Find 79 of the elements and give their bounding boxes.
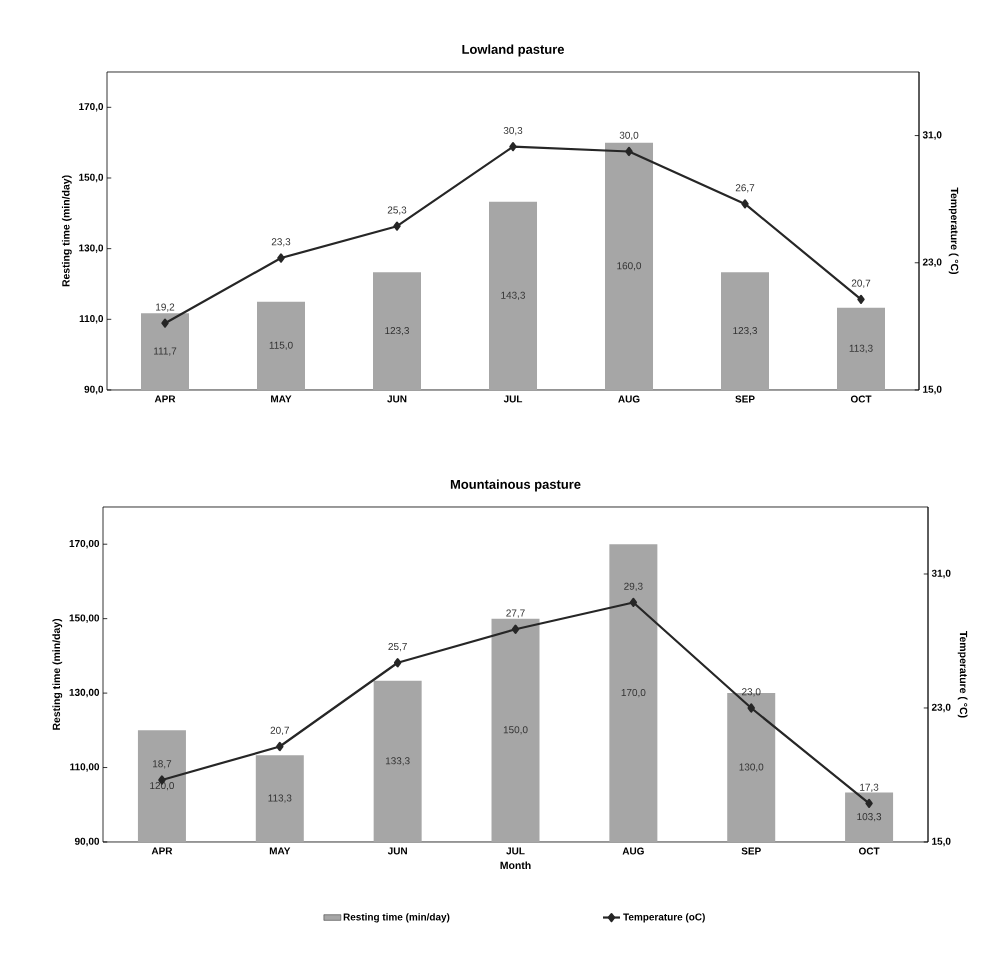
- x-axis-title: Month: [500, 861, 531, 870]
- x-tick-label: JUN: [387, 847, 407, 855]
- x-tick-label: JUL: [506, 847, 525, 855]
- x-tick-label: SEP: [741, 847, 761, 855]
- point: [511, 624, 520, 634]
- y2-tick-label: 31,0: [931, 569, 951, 579]
- y2-tick-label: 15,0: [932, 837, 951, 847]
- x-tick-label: APR: [154, 395, 176, 403]
- y-axis-title: Resting time (min/day): [61, 175, 72, 287]
- y-tick-label: 130,0: [79, 244, 104, 253]
- y2-axis-title: Temperature ( °C): [957, 631, 968, 718]
- data-label: 113,3: [268, 794, 292, 803]
- x-tick-label: AUG: [618, 395, 640, 403]
- x-tick-label: AUG: [622, 847, 644, 855]
- data-label: 30,3: [503, 126, 523, 136]
- point: [857, 294, 865, 304]
- chart-title: Mountainous pasture: [450, 479, 581, 492]
- y-tick-label: 90,00: [74, 837, 100, 847]
- point: [625, 146, 633, 157]
- data-label: 26,7: [735, 184, 755, 193]
- y2-tick-label: 23,0: [922, 258, 942, 268]
- data-label: 111,7: [154, 347, 177, 356]
- data-label: 23,0: [742, 688, 761, 697]
- data-label: 143,3: [501, 291, 526, 300]
- data-label: 170,0: [621, 688, 646, 698]
- point: [509, 142, 517, 152]
- data-label: 19,2: [156, 303, 175, 312]
- x-tick-label: OCT: [858, 847, 880, 855]
- data-label: 150,0: [503, 726, 528, 735]
- data-label: 103,3: [857, 813, 882, 822]
- y-tick-label: 150,0: [79, 173, 104, 183]
- point: [161, 318, 169, 328]
- data-label: 113,3: [849, 344, 873, 353]
- point: [865, 798, 873, 809]
- point: [741, 199, 749, 209]
- legend-label: Resting time (min/day): [343, 913, 450, 923]
- x-tick-label: SEP: [735, 395, 755, 403]
- x-tick-label: JUL: [503, 395, 523, 403]
- x-tick-label: MAY: [271, 395, 292, 403]
- data-label: 115,0: [269, 341, 293, 350]
- data-label: 20,7: [270, 726, 289, 735]
- y-tick-label: 170,0: [79, 103, 104, 112]
- y-tick-label: 110,0: [79, 315, 104, 324]
- data-label: 123,3: [733, 327, 758, 336]
- data-label: 29,3: [624, 582, 643, 591]
- x-tick-label: OCT: [850, 395, 872, 403]
- data-label: 30,0: [619, 131, 639, 140]
- chart-title: Lowland pasture: [462, 44, 565, 57]
- data-label: 17,3: [860, 783, 879, 792]
- y-axis-title: Resting time (min/day): [52, 618, 63, 730]
- y-tick-label: 90,0: [84, 385, 104, 395]
- x-tick-label: JUN: [387, 395, 407, 403]
- y-tick-label: 150,00: [69, 614, 100, 623]
- point: [629, 597, 638, 608]
- y-tick-label: 130,00: [69, 688, 100, 698]
- x-tick-label: APR: [151, 847, 173, 855]
- data-label: 27,7: [506, 609, 525, 618]
- y2-tick-label: 15,0: [923, 385, 942, 395]
- data-label: 160,0: [617, 262, 642, 271]
- x-tick-label: MAY: [269, 847, 291, 855]
- y2-axis-title: Temperature ( °C): [948, 187, 959, 274]
- data-label: 18,7: [153, 760, 172, 769]
- data-label: 23,3: [271, 238, 291, 247]
- data-label: 20,7: [851, 279, 871, 288]
- y-tick-label: 170,00: [69, 539, 100, 549]
- data-label: 25,7: [388, 643, 407, 652]
- legend-label: Temperature (oC): [623, 913, 705, 923]
- y2-tick-label: 23,0: [931, 703, 951, 713]
- y2-tick-label: 31,0: [922, 131, 942, 140]
- point: [276, 741, 284, 752]
- data-label: 123,3: [385, 327, 410, 336]
- point: [393, 221, 401, 231]
- data-label: 133,3: [385, 757, 410, 766]
- data-label: 25,3: [387, 206, 407, 215]
- point: [747, 703, 755, 713]
- data-label: 130,0: [739, 763, 764, 772]
- y-tick-label: 110,00: [70, 763, 100, 772]
- point: [277, 253, 285, 263]
- point: [393, 658, 402, 668]
